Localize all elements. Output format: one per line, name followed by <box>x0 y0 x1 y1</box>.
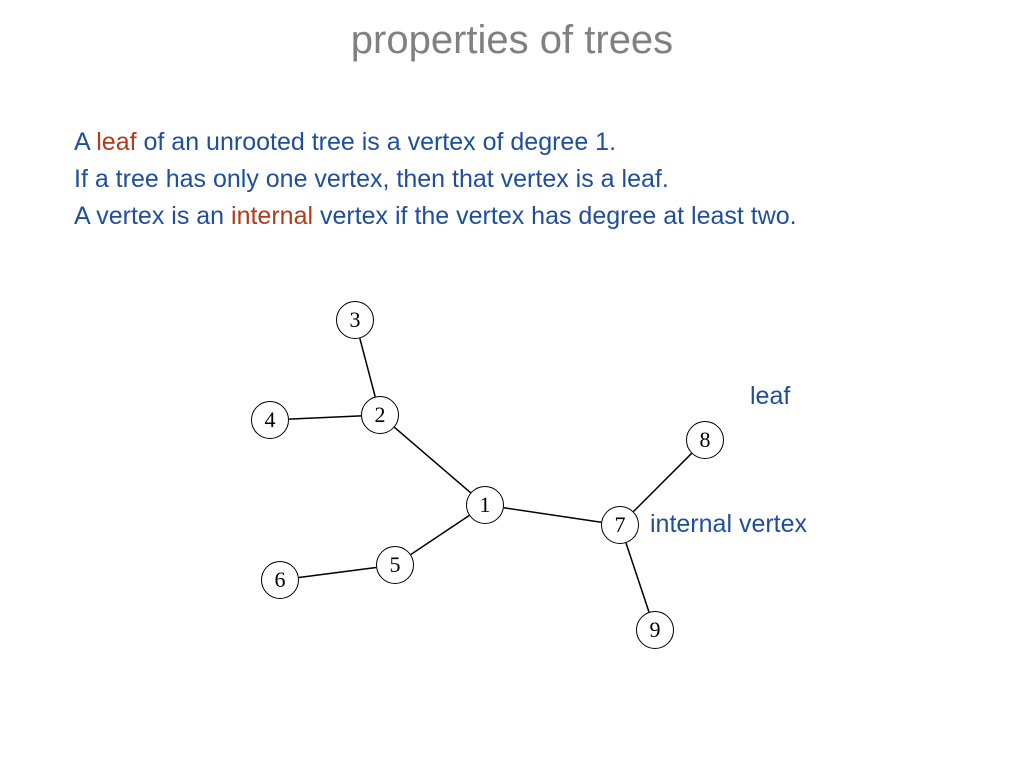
text-fragment: A <box>74 128 96 156</box>
graph-edge <box>289 416 361 419</box>
annotation-leaf: leaf <box>750 382 790 411</box>
graph-node-3: 3 <box>336 301 374 339</box>
graph-node-7: 7 <box>601 506 639 544</box>
graph-node-9: 9 <box>636 611 674 649</box>
text-fragment: A vertex is an <box>74 202 231 230</box>
graph-edge <box>626 543 649 612</box>
graph-node-4: 4 <box>251 401 289 439</box>
keyword-internal: internal <box>231 202 313 230</box>
graph-node-2: 2 <box>361 396 399 434</box>
text-fragment: vertex if the vertex has degree at least… <box>313 202 797 230</box>
definition-single-vertex: If a tree has only one vertex, then that… <box>74 162 954 197</box>
slide-title: properties of trees <box>0 18 1024 63</box>
definition-leaf: A leaf of an unrooted tree is a vertex o… <box>74 125 954 160</box>
graph-node-1: 1 <box>466 486 504 524</box>
annotation-internal-vertex: internal vertex <box>650 510 807 539</box>
text-fragment: of an unrooted tree is a vertex of degre… <box>137 128 616 156</box>
graph-edge <box>504 508 601 522</box>
graph-node-5: 5 <box>376 546 414 584</box>
graph-edge <box>394 427 470 492</box>
graph-edge <box>411 516 469 555</box>
definition-internal: A vertex is an internal vertex if the ve… <box>74 199 954 234</box>
graph-edges <box>195 290 895 690</box>
keyword-leaf: leaf <box>96 128 136 156</box>
graph-node-6: 6 <box>261 561 299 599</box>
graph-node-8: 8 <box>686 421 724 459</box>
body-text: A leaf of an unrooted tree is a vertex o… <box>74 125 954 234</box>
tree-graph: leaf internal vertex 1 2 3 4 5 6 7 8 9 <box>195 290 895 690</box>
graph-edge <box>633 453 691 511</box>
graph-edge <box>299 567 376 577</box>
graph-edge <box>360 338 375 396</box>
slide: properties of trees A leaf of an unroote… <box>0 0 1024 768</box>
